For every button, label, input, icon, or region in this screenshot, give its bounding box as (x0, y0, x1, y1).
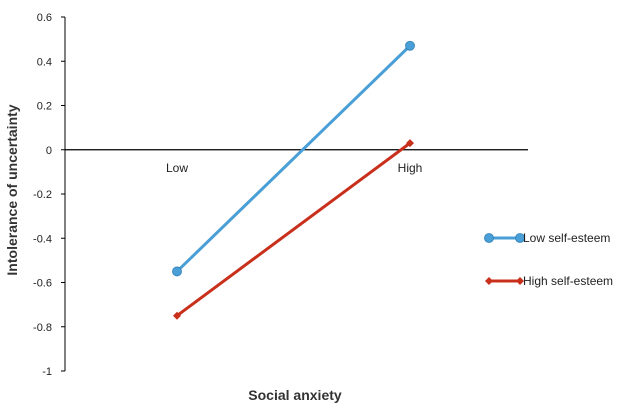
series-high-self-esteem (173, 139, 414, 320)
y-tick-label: -0.4 (33, 233, 52, 245)
series-layer (172, 40, 415, 320)
y-tick-label: 0.4 (37, 56, 52, 68)
series-low-self-esteem (172, 40, 415, 277)
category-label: Low (166, 161, 188, 175)
data-point (173, 311, 181, 320)
legend-marker (484, 233, 494, 243)
data-point (406, 139, 414, 148)
x-axis-title: Social anxiety (248, 387, 342, 403)
legend-label: High self-esteem (523, 274, 613, 288)
series-line (176, 141, 411, 317)
legend-item: High self-esteem (485, 274, 613, 288)
category-label: High (398, 161, 423, 175)
data-point (172, 266, 182, 277)
y-tick-label: -0.2 (33, 189, 52, 201)
legend-marker (516, 277, 524, 285)
legend-marker (515, 233, 525, 243)
legend-marker (485, 277, 493, 285)
legend-item: Low self-esteem (484, 231, 610, 245)
y-tick-label: 0.6 (37, 12, 52, 24)
y-tick-label: -0.8 (33, 322, 52, 334)
category-labels: Low High (166, 161, 422, 175)
series-line (175, 44, 412, 273)
y-tick-label: 0.2 (37, 101, 52, 113)
y-tick-label: 0 (46, 145, 52, 157)
legend: Low self-esteem High self-esteem (484, 231, 613, 288)
y-axis-title: Intolerance of uncertainty (4, 104, 20, 275)
y-tick-label: -1 (42, 366, 52, 378)
y-tick-label: -0.6 (33, 278, 52, 290)
y-axis: 0.6 0.4 0.2 0 -0.2 -0.4 -0.6 -0.8 -1 (33, 12, 66, 378)
legend-label: Low self-esteem (523, 231, 610, 245)
data-point (405, 40, 415, 51)
